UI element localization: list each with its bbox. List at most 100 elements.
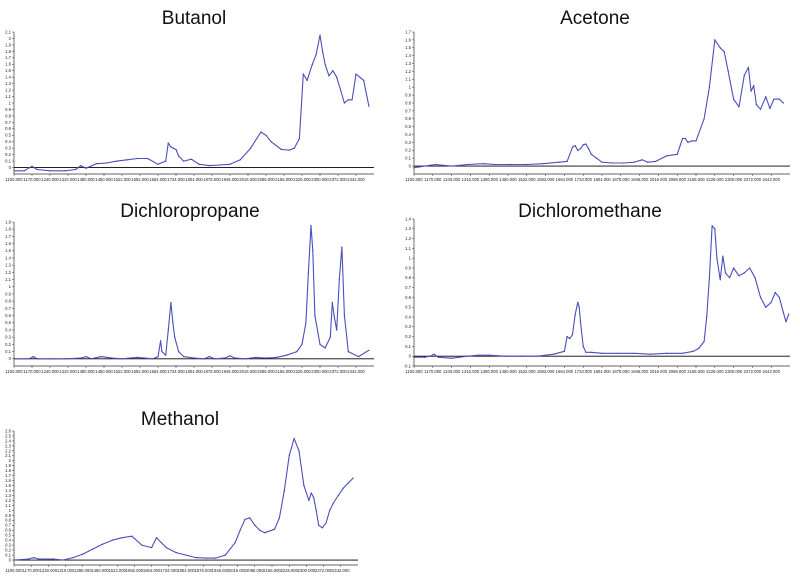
data-point [429, 355, 431, 357]
data-point [13, 559, 15, 561]
data-point [743, 272, 745, 274]
y-tick-label: 0.1 [405, 344, 411, 349]
y-tick-label: 1.4 [5, 75, 11, 80]
data-point [318, 524, 320, 526]
chart-title: Butanol [161, 8, 227, 29]
data-point [306, 79, 308, 81]
x-tick-label: 2226.000 [293, 369, 311, 374]
data-point [244, 358, 246, 360]
data-point [82, 553, 84, 555]
data-point [719, 47, 721, 49]
y-tick-label: 1.1 [5, 94, 11, 99]
data-point [170, 302, 172, 304]
data-point [488, 354, 490, 356]
x-tick-label: 1380.000 [74, 568, 92, 573]
data-point [52, 558, 54, 560]
data-point [695, 140, 697, 142]
x-tick-label: 2300.000 [725, 177, 743, 182]
data-point [172, 322, 174, 324]
data-point [684, 137, 686, 140]
y-tick-label: 2.3 [5, 443, 11, 448]
y-tick-label: 0.3 [405, 324, 411, 329]
data-point [691, 140, 693, 142]
y-tick-label: 0.9 [405, 265, 411, 270]
data-point [754, 277, 756, 279]
data-point [494, 163, 496, 166]
data-point [80, 357, 82, 359]
panel-dichloropropane: Dichloropropane 0 0.1 0.2 0.3 0.4 0.5 0.6 0.7 0.… [0, 195, 400, 385]
data-point [293, 147, 295, 149]
y-tick-label: 1.6 [405, 37, 411, 42]
data-point [633, 352, 635, 354]
data-point [23, 170, 25, 172]
data-point [553, 353, 555, 355]
y-tick-label: 1.2 [405, 69, 411, 74]
data-point [155, 537, 158, 539]
data-point [574, 145, 576, 147]
x-tick-label: 1380.000 [480, 177, 498, 182]
data-point [698, 347, 700, 349]
x-tick-label: 1946.000 [212, 568, 230, 573]
y-tick-label: 1.4 [405, 53, 411, 58]
y-tick-label: 0.4 [405, 132, 411, 137]
x-tick-label: 1734.000 [167, 177, 185, 182]
y-tick-label: 0 [9, 356, 12, 361]
data-point [259, 529, 261, 531]
data-point [195, 557, 197, 559]
x-tick-label: 1946.000 [221, 177, 239, 182]
x-tick-label: 2442.000 [762, 177, 780, 182]
x-tick-label: 2016.000 [239, 177, 257, 182]
data-point [563, 350, 565, 352]
x-tick-label: 2442.000 [347, 369, 365, 374]
data-point [286, 354, 288, 356]
data-point [574, 314, 576, 316]
data-point [214, 557, 217, 559]
x-tick-label: 1170.000 [23, 177, 41, 182]
data-point [337, 494, 339, 497]
y-tick-label: 0.4 [405, 314, 411, 319]
data-point [467, 163, 469, 166]
data-point [451, 165, 453, 167]
data-point [434, 163, 437, 166]
data-point [178, 155, 180, 157]
data-point [716, 257, 718, 259]
data-point [265, 357, 267, 359]
x-tick-label: 1170.000 [23, 568, 41, 573]
y-tick-label: 0 [409, 164, 412, 169]
data-point [305, 322, 307, 324]
x-tick-label: 2016.000 [229, 568, 247, 573]
y-tick-label: 0.3 [5, 146, 11, 151]
data-point [722, 255, 724, 257]
data-point [343, 315, 345, 317]
x-tick-label: 2442.000 [762, 369, 780, 374]
y-tick-label: 0.2 [5, 342, 11, 347]
data-point [214, 358, 216, 360]
data-point [342, 487, 344, 489]
x-tick-label: 1664.000 [149, 369, 167, 374]
y-tick-label: 0.7 [5, 523, 11, 528]
y-tick-label: 1.5 [5, 68, 11, 73]
x-tick-label: 2156.000 [275, 177, 293, 182]
y-tick-label: 1.5 [405, 45, 411, 50]
y-tick-label: 1.2 [405, 236, 411, 241]
x-tick-label: 1100.000 [5, 369, 23, 374]
data-point [64, 358, 66, 360]
data-point [288, 149, 290, 151]
data-point [121, 358, 123, 360]
x-tick-label: 2016.000 [650, 369, 668, 374]
y-tick-label: 1.4 [5, 255, 11, 260]
data-point [165, 547, 167, 549]
data-point [336, 329, 338, 331]
data-point [778, 296, 780, 298]
data-point [319, 34, 321, 36]
y-tick-label: 1.3 [5, 81, 11, 86]
data-point [582, 345, 584, 347]
x-tick-label: 1450.000 [91, 568, 109, 573]
data-point [90, 358, 92, 360]
data-point [413, 167, 415, 169]
x-tick-label: 2226.000 [706, 177, 724, 182]
x-tick-label: 2086.000 [246, 568, 264, 573]
data-point [250, 147, 252, 149]
x-tick-label: 1450.000 [95, 369, 113, 374]
x-tick-label: 1664.000 [149, 177, 167, 182]
